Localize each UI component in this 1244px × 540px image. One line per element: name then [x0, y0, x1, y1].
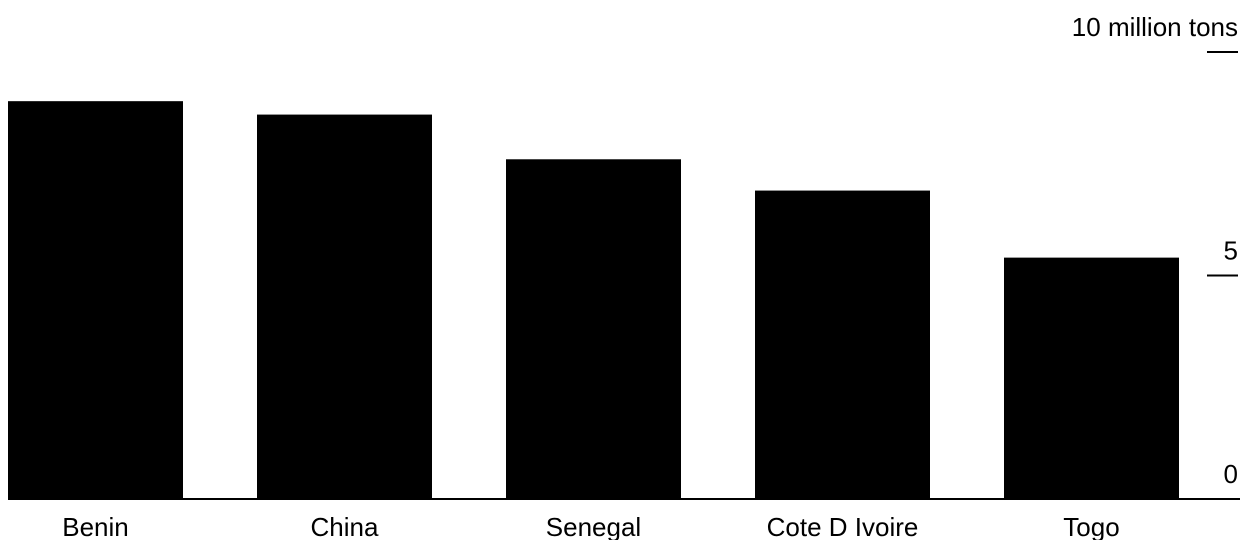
- y-tick-label-5: 5: [1224, 236, 1238, 266]
- x-tick-label-benin: Benin: [62, 512, 129, 540]
- y-axis-ticks: 10 million tons 5 0: [1072, 12, 1238, 489]
- bar-cote-d-ivoire: [755, 190, 930, 499]
- x-tick-label-china: China: [311, 512, 379, 540]
- bar-togo: [1004, 257, 1179, 499]
- bar-benin: [8, 101, 183, 500]
- x-tick-label-cote-d-ivoire: Cote D Ivoire: [767, 512, 919, 540]
- y-tick-label-0: 0: [1224, 459, 1238, 489]
- x-tick-label-senegal: Senegal: [546, 512, 641, 540]
- bar-china: [257, 114, 432, 499]
- x-tick-label-togo: Togo: [1063, 512, 1119, 540]
- y-tick-label-10: 10 million tons: [1072, 12, 1238, 42]
- x-axis-labels: Benin China Senegal Cote D Ivoire Togo: [62, 512, 1119, 540]
- bar-senegal: [506, 159, 681, 499]
- bars-group: [8, 101, 1179, 500]
